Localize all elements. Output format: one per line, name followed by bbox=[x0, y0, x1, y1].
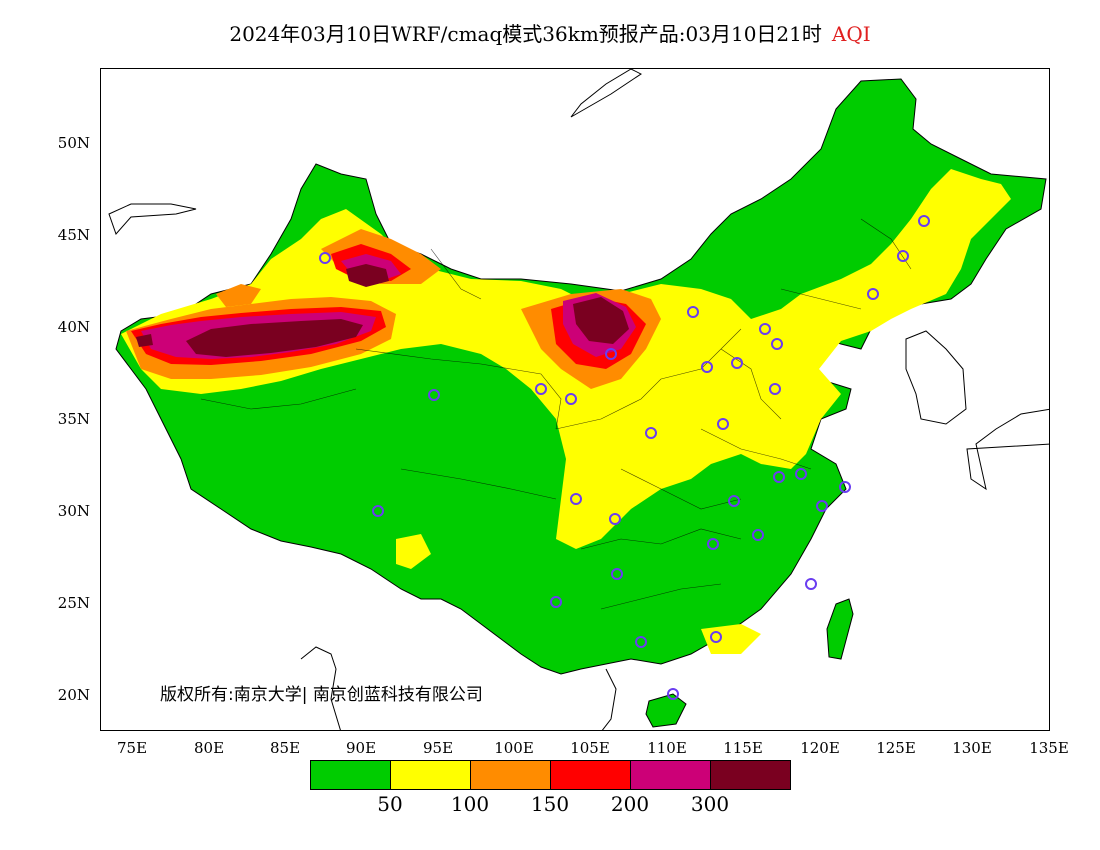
aqi-zone-moderate-tibet bbox=[396, 534, 431, 569]
vietnam-coastline bbox=[601, 668, 617, 730]
legend-swatch-good bbox=[310, 760, 391, 790]
legend-swatch-usg bbox=[470, 760, 551, 790]
indochina-coastline bbox=[300, 646, 341, 730]
aqi-zone-hazardous-ordos bbox=[573, 297, 629, 344]
lat-label-20n: 20N bbox=[57, 686, 90, 704]
legend-swatch-hazardous bbox=[710, 760, 791, 790]
station-markers bbox=[319, 215, 930, 700]
lat-label-50n: 50N bbox=[57, 134, 90, 152]
legend-swatch-unhealthy bbox=[550, 760, 631, 790]
lon-label-130e: 130E bbox=[952, 739, 992, 757]
aqi-map bbox=[108, 69, 1049, 730]
lon-label-115e: 115E bbox=[723, 739, 763, 757]
copyright-notice: 版权所有:南京大学| 南京创蓝科技有限公司 bbox=[160, 685, 483, 705]
legend-swatch-moderate bbox=[390, 760, 471, 790]
japan-coastline bbox=[966, 408, 1049, 491]
lon-label-105e: 105E bbox=[570, 739, 610, 757]
aqi-zone-moderate-south bbox=[701, 624, 761, 654]
aqi-colorbar bbox=[310, 760, 792, 792]
lon-label-110e: 110E bbox=[647, 739, 687, 757]
lon-label-85e: 85E bbox=[269, 739, 301, 757]
legend-tick-100: 100 bbox=[450, 792, 490, 816]
lon-label-75e: 75E bbox=[116, 739, 148, 757]
legend-tick-300: 300 bbox=[690, 792, 730, 816]
aqi-zone-hazardous-west bbox=[136, 334, 153, 347]
lon-label-100e: 100E bbox=[494, 739, 534, 757]
lat-label-35n: 35N bbox=[57, 410, 90, 428]
lat-label-25n: 25N bbox=[57, 594, 90, 612]
lon-label-80e: 80E bbox=[193, 739, 225, 757]
province-borders bbox=[200, 218, 912, 610]
map-title: 2024年03月10日WRF/cmaq模式36km预报产品:03月10日21时 A… bbox=[0, 18, 1100, 47]
lat-label-30n: 30N bbox=[57, 502, 90, 520]
map-panel[interactable] bbox=[100, 68, 1050, 731]
aqi-zone-hazardous-junggar bbox=[346, 264, 389, 287]
lon-label-125e: 125E bbox=[876, 739, 916, 757]
legend-swatch-very-unhealthy bbox=[630, 760, 711, 790]
korea-coastline bbox=[905, 330, 967, 425]
legend-tick-50: 50 bbox=[377, 792, 403, 816]
lon-label-135e: 135E bbox=[1029, 739, 1069, 757]
legend-tick-150: 150 bbox=[530, 792, 570, 816]
title-variable: AQI bbox=[831, 22, 871, 46]
russia-coastline bbox=[570, 69, 642, 118]
hainan-island bbox=[645, 693, 687, 728]
lat-label-40n: 40N bbox=[57, 318, 90, 336]
legend-tick-200: 200 bbox=[610, 792, 650, 816]
taiwan-island bbox=[826, 598, 854, 660]
lat-label-45n: 45N bbox=[57, 226, 90, 244]
kazakh-lake bbox=[108, 203, 197, 235]
title-text: 2024年03月10日WRF/cmaq模式36km预报产品:03月10日21时 bbox=[229, 22, 822, 46]
lon-label-120e: 120E bbox=[800, 739, 840, 757]
aqi-zone-hazardous-tarim bbox=[186, 319, 363, 357]
lon-label-90e: 90E bbox=[345, 739, 377, 757]
aqi-zone-usg-tianshan bbox=[216, 284, 261, 307]
lon-label-95e: 95E bbox=[422, 739, 454, 757]
